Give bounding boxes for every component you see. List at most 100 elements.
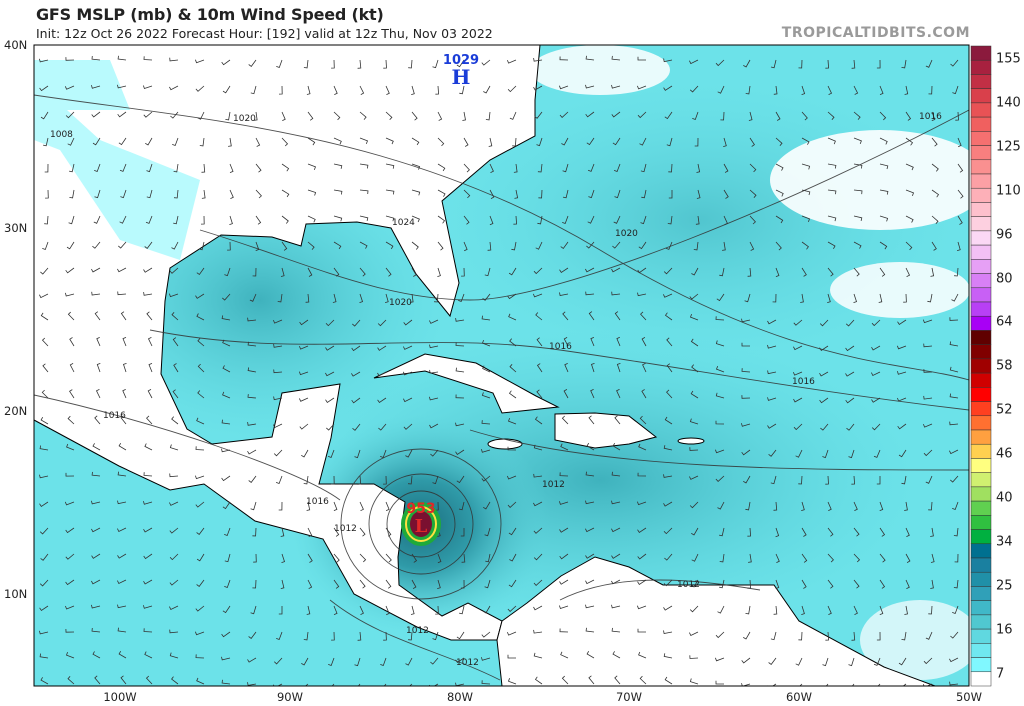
wind-barb	[641, 389, 647, 399]
isobar-label: 1012	[334, 524, 357, 534]
wind-barb	[351, 397, 361, 404]
wind-barb	[489, 189, 495, 199]
wind-barb	[560, 241, 569, 250]
wind-barb	[923, 395, 933, 400]
wind-barb	[273, 319, 283, 324]
wind-barb	[122, 337, 127, 347]
wind-barb	[195, 85, 205, 92]
colorbar-swatch	[970, 372, 992, 388]
wind-barb	[954, 267, 959, 277]
wind-barb	[229, 189, 234, 199]
wind-barb	[536, 363, 543, 373]
wind-barb	[775, 241, 782, 251]
wind-barb	[536, 137, 543, 147]
wind-barb	[793, 371, 803, 376]
wind-barb	[411, 111, 418, 121]
wind-barb	[853, 163, 863, 169]
wind-barb	[403, 345, 413, 350]
wind-barb	[248, 59, 257, 67]
wind-barb	[637, 111, 647, 119]
wind-barb	[951, 293, 959, 302]
wind-barb	[173, 189, 179, 199]
wind-barb	[222, 501, 231, 510]
wind-barb	[333, 111, 341, 121]
wind-barb	[845, 397, 855, 404]
colorbar-label: 140	[996, 95, 1021, 111]
wind-barb	[484, 579, 491, 589]
colorbar-swatch	[970, 614, 992, 630]
wind-barb	[481, 631, 491, 638]
wind-barb	[559, 85, 569, 90]
wind-barb	[898, 657, 907, 666]
wind-barb	[715, 365, 725, 373]
wind-barb	[559, 267, 569, 273]
wind-barb	[561, 137, 569, 146]
wind-barb	[383, 631, 387, 641]
lon-label: 60W	[785, 690, 813, 704]
wind-barb	[39, 527, 49, 535]
wind-barb	[904, 85, 909, 95]
wind-barb	[352, 319, 361, 327]
colorbar-swatch	[970, 443, 992, 459]
wind-barb	[359, 111, 367, 120]
wind-barb	[67, 676, 75, 685]
wind-barb	[743, 59, 751, 68]
wind-barb	[507, 654, 516, 659]
wind-barb	[299, 397, 309, 402]
wind-barb	[715, 680, 724, 685]
wind-barb	[481, 448, 491, 453]
wind-barb	[564, 363, 569, 373]
wind-barb	[354, 657, 361, 667]
wind-barb	[533, 501, 543, 507]
wind-barb	[560, 443, 569, 451]
wind-barb	[613, 215, 621, 224]
wind-barb	[663, 445, 673, 451]
wind-barb	[169, 629, 179, 634]
wind-barb	[483, 85, 491, 94]
wind-barb	[561, 675, 569, 685]
wind-barb	[481, 680, 491, 685]
wind-barb	[273, 449, 283, 457]
wind-barb	[122, 363, 127, 373]
wind-barb	[437, 267, 441, 277]
wind-barb	[117, 553, 127, 559]
wind-barb	[172, 137, 179, 147]
wind-barb	[460, 528, 465, 537]
colorbar-swatch	[970, 102, 992, 118]
wind-barb	[299, 345, 309, 350]
wind-barb	[637, 553, 647, 560]
colorbar-swatch	[970, 344, 992, 360]
wind-barb	[39, 445, 49, 451]
wind-barb	[533, 57, 543, 62]
wind-barb	[533, 605, 543, 611]
wind-barb	[775, 527, 780, 538]
wind-barb	[405, 657, 413, 666]
wind-barb	[280, 579, 285, 589]
wind-barb	[145, 675, 153, 685]
wind-barb	[873, 449, 881, 458]
wind-barb	[741, 395, 751, 399]
wind-barb	[359, 241, 368, 249]
wind-barb	[741, 449, 751, 456]
wind-barb	[507, 475, 517, 480]
colorbar-swatch	[970, 116, 992, 132]
wind-barb	[745, 605, 751, 615]
wind-barb	[537, 215, 543, 225]
wind-barb	[949, 421, 959, 426]
wind-barb	[928, 501, 933, 511]
wind-barb	[222, 85, 231, 94]
wind-barb	[690, 390, 699, 399]
wind-barb	[533, 579, 543, 586]
wind-barb	[359, 553, 367, 563]
wind-barb	[741, 342, 750, 347]
wind-barb	[173, 215, 179, 225]
wind-barb	[879, 241, 888, 250]
wind-barb	[117, 627, 127, 633]
wind-barb	[357, 475, 362, 485]
wind-barb	[91, 55, 101, 61]
wind-barb	[897, 370, 907, 375]
wind-barb	[171, 312, 179, 321]
wind-barb	[775, 215, 784, 224]
wind-barb	[793, 319, 803, 326]
wind-barb	[64, 501, 75, 506]
